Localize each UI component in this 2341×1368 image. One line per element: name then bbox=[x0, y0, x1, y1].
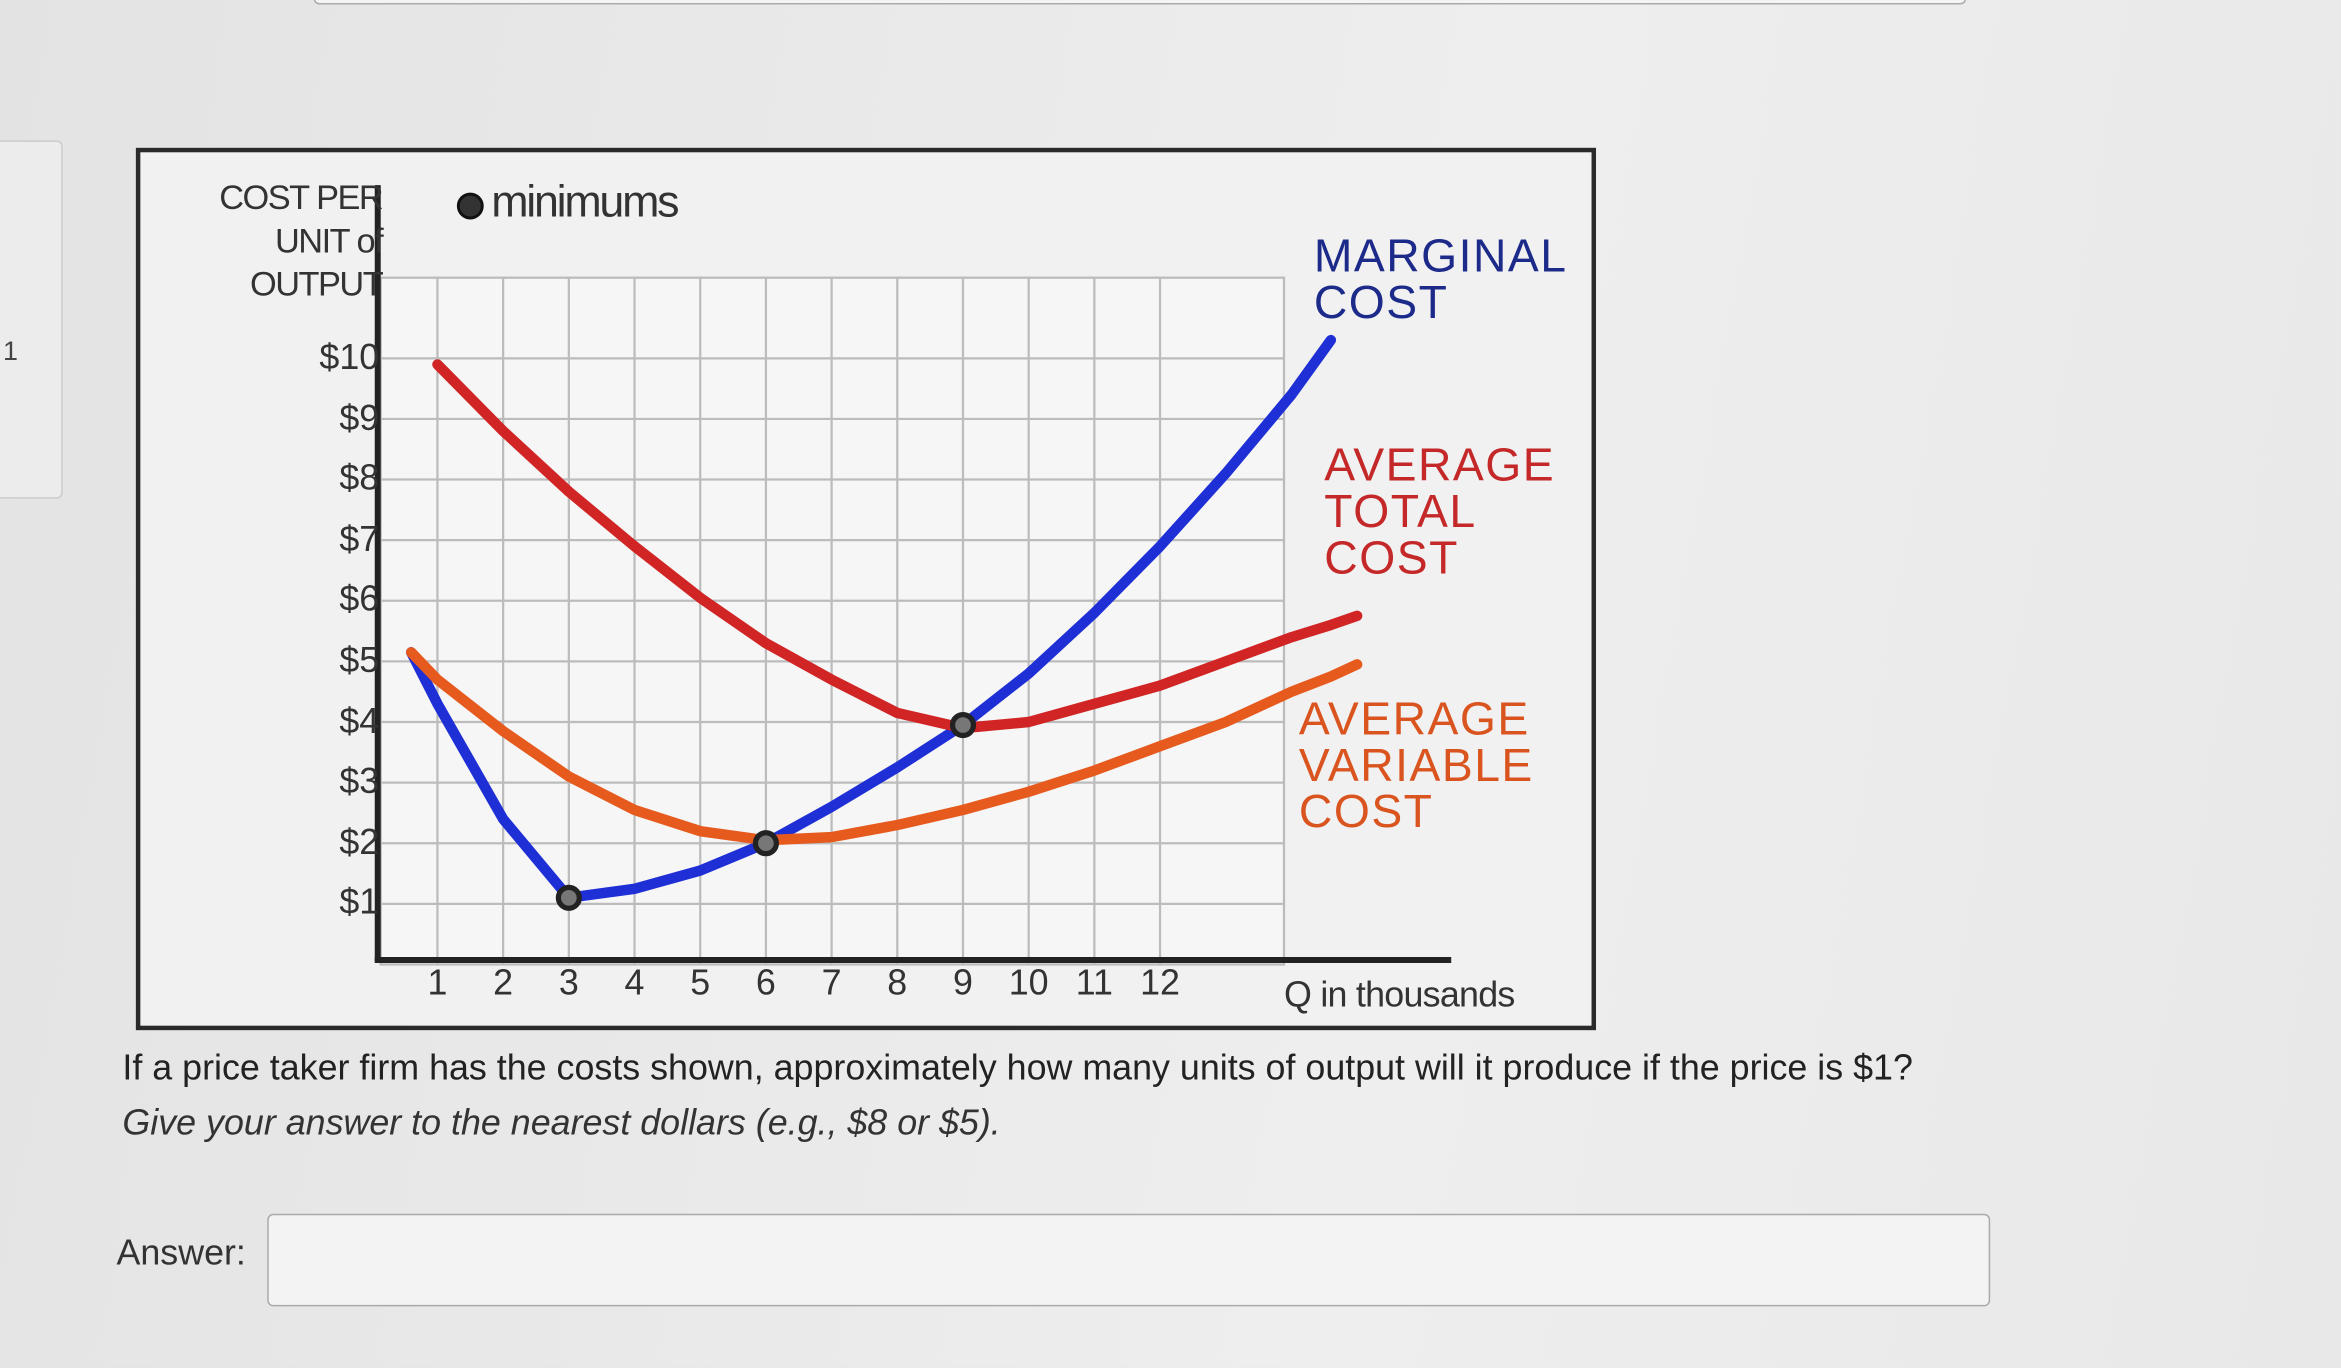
y-tick-label: $8 bbox=[339, 458, 380, 499]
question-text: If a price taker firm has the costs show… bbox=[122, 1048, 1913, 1089]
y-axis-label: COST PER UNIT of OUTPUT bbox=[219, 177, 383, 304]
x-tick-label: 11 bbox=[1075, 962, 1113, 1004]
y-tick-label: $1 bbox=[339, 882, 380, 924]
minimum-marker bbox=[555, 884, 582, 911]
y-tick-label: $9 bbox=[339, 398, 380, 439]
y-tick-label: $6 bbox=[339, 579, 380, 621]
minimum-marker bbox=[752, 830, 779, 857]
x-tick-label: 7 bbox=[821, 962, 842, 1004]
y-tick-label: $3 bbox=[339, 761, 380, 803]
y-tick-label: $2 bbox=[339, 822, 380, 863]
x-tick-label: 3 bbox=[558, 962, 579, 1004]
y-tick-label: $4 bbox=[339, 701, 380, 742]
question-hint: Give your answer to the nearest dollars … bbox=[122, 1103, 1001, 1144]
y-tick-label: $5 bbox=[339, 640, 380, 681]
legend-label: minimums bbox=[491, 177, 679, 227]
x-tick-label: 10 bbox=[1008, 962, 1049, 1004]
x-tick-label: 4 bbox=[624, 962, 645, 1004]
y-tick-label: $7 bbox=[339, 519, 380, 560]
question-number: 1 bbox=[2, 335, 18, 366]
answer-input[interactable] bbox=[267, 1213, 1991, 1307]
side-panel bbox=[0, 140, 63, 499]
series-label: AVERAGE VARIABLE COST bbox=[1298, 692, 1534, 838]
x-axis-label: Q in thousands bbox=[1283, 974, 1515, 1016]
x-tick-label: 12 bbox=[1140, 962, 1180, 1004]
x-tick-label: 6 bbox=[755, 962, 776, 1004]
series-line bbox=[432, 359, 1363, 734]
x-tick-label: 8 bbox=[887, 962, 908, 1004]
series-label: AVERAGE TOTAL COST bbox=[1324, 438, 1556, 584]
x-tick-label: 5 bbox=[690, 962, 711, 1004]
legend-marker bbox=[456, 192, 484, 220]
series-line bbox=[405, 647, 1363, 846]
series-line bbox=[405, 334, 1337, 903]
answer-label: Answer: bbox=[116, 1233, 246, 1274]
x-tick-label: 2 bbox=[493, 962, 514, 1004]
minimum-marker bbox=[949, 711, 977, 739]
x-tick-label: 1 bbox=[427, 962, 448, 1004]
series-label: MARGINAL COST bbox=[1313, 229, 1566, 329]
x-tick-label: 9 bbox=[953, 962, 973, 1004]
y-tick-label: $10 bbox=[319, 337, 380, 378]
